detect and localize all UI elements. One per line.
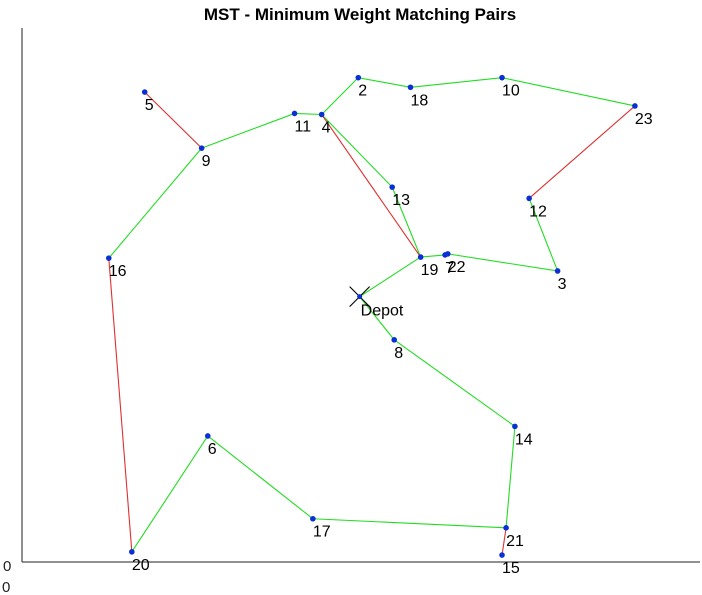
node-5-point [141, 89, 148, 95]
node-13-label: 13 [392, 192, 410, 209]
edge-13-19 [391, 186, 422, 258]
node-13-point [389, 184, 395, 190]
node-9-label: 9 [202, 153, 211, 170]
depot-marker [349, 286, 371, 307]
node-21-point [503, 525, 509, 531]
node-18-label: 18 [410, 92, 428, 109]
edge-21-17 [312, 518, 507, 529]
labels-layer: 234567891011121314151617181920212223Depo… [109, 83, 653, 577]
node-3-label: 3 [558, 276, 567, 293]
node-8-label: 8 [394, 345, 403, 362]
node-21-label: 21 [506, 533, 524, 550]
depot-label: Depot [361, 303, 404, 320]
node-4-point [318, 111, 325, 118]
node-10-point [499, 74, 505, 81]
edge-3-12 [528, 198, 559, 272]
node-20-label: 20 [132, 557, 150, 574]
edge-18-10 [410, 77, 503, 88]
node-19-point [417, 254, 424, 260]
edge-4-19 [321, 114, 422, 258]
edge-16-20 [108, 258, 133, 552]
y-tick-label: 0 [3, 558, 11, 575]
edge-2-4 [321, 77, 359, 115]
node-12-point [526, 195, 532, 202]
node-9-point [198, 145, 205, 151]
edge-19-Depot [359, 256, 421, 298]
node-11-point [291, 110, 298, 117]
node-7-label: 7 [445, 260, 454, 277]
edge-9-16 [108, 147, 203, 259]
edge-6-20 [131, 435, 209, 553]
node-3-point [554, 268, 561, 274]
node-19-label: 19 [421, 262, 439, 279]
node-14-label: 14 [515, 431, 533, 448]
node-5-label: 5 [145, 97, 154, 114]
nodes-layer [105, 74, 638, 558]
node-2-label: 2 [358, 83, 367, 100]
edge-11-9 [201, 112, 295, 149]
edge-21-15 [501, 527, 507, 556]
edge-10-23 [501, 77, 636, 107]
edge-14-21 [505, 426, 516, 528]
node-23-label: 23 [635, 111, 653, 128]
node-4-label: 4 [322, 120, 331, 137]
edge-Depot-8 [359, 296, 395, 341]
chart-title: MST - Minimum Weight Matching Pairs [204, 5, 516, 24]
node-14-point [512, 423, 518, 430]
node-6-label: 6 [208, 441, 217, 458]
node-8-point [391, 337, 398, 343]
node-16-point [105, 255, 112, 261]
edge-2-18 [358, 77, 411, 88]
x-tick-label: 0 [2, 579, 10, 595]
node-11-label: 11 [295, 118, 312, 135]
node-15-point [499, 552, 505, 558]
edge-4-13 [321, 114, 393, 188]
node-22-point [444, 251, 451, 257]
edge-19-7 [420, 254, 446, 258]
node-17-point [310, 515, 316, 522]
edge-5-9 [144, 91, 203, 149]
node-6-point [204, 433, 211, 439]
edges-layer [108, 77, 636, 556]
node-20-point [129, 549, 135, 555]
node-23-point [632, 103, 638, 109]
node-10-label: 10 [502, 83, 520, 100]
edge-22-3 [447, 253, 558, 272]
edge-12-23 [528, 105, 636, 199]
node-12-label: 12 [529, 203, 547, 220]
node-2-point [355, 74, 362, 81]
node-22-label: 22 [448, 259, 466, 276]
node-18-point [407, 84, 414, 91]
node-17-label: 17 [313, 524, 331, 541]
edge-4-11 [294, 112, 322, 116]
node-15-label: 15 [502, 560, 520, 577]
edge-8-14 [393, 339, 516, 427]
edge-17-6 [207, 435, 314, 520]
node-16-label: 16 [109, 263, 127, 280]
